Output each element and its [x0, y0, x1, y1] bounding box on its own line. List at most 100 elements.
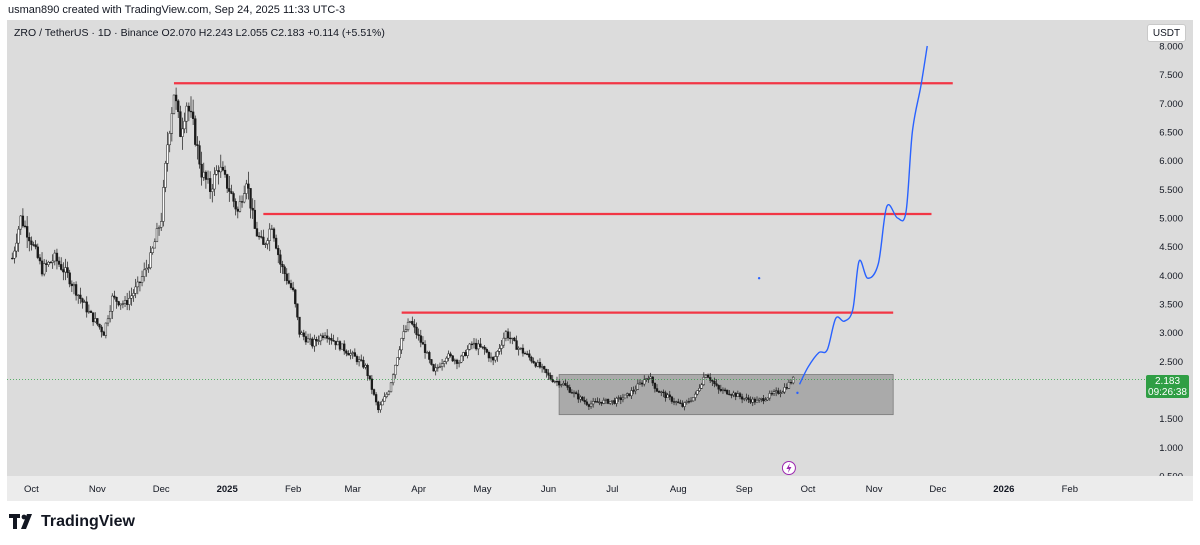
candle-body — [153, 241, 156, 249]
candle-body — [260, 236, 263, 238]
candle-body — [738, 393, 742, 398]
candle-body — [389, 382, 393, 393]
x-tick-label: May — [474, 484, 492, 495]
candle-body — [674, 401, 678, 403]
x-axis-strip — [7, 476, 1193, 501]
candle-body — [279, 254, 282, 265]
candle-body — [317, 340, 320, 342]
candle-body — [338, 341, 342, 350]
x-axis[interactable]: Oct Nov Dec 2025 Feb Mar Apr May Jun Jul Aug Sep Oct… — [7, 476, 1193, 501]
candle-body — [426, 352, 429, 354]
chart-area[interactable]: 8.000 7.500 7.000 6.500 6.000 5.500 5.000 4.500… — [7, 20, 1193, 501]
candle-body — [577, 393, 580, 400]
candle-body — [528, 353, 531, 358]
candle-body — [570, 392, 574, 394]
candle-body — [302, 332, 305, 337]
x-tick-label: Feb — [285, 484, 301, 495]
price-chart[interactable]: 8.000 7.500 7.000 6.500 6.000 5.500 5.000 4.500… — [7, 20, 1193, 501]
candle-body — [230, 191, 233, 194]
candle-body — [464, 352, 467, 356]
candle-body — [226, 174, 229, 189]
y-tick-label: 2.500 — [1159, 357, 1183, 368]
flash-icon — [781, 461, 796, 475]
candle-body — [111, 295, 114, 312]
candle-body — [211, 188, 214, 192]
candle-body — [104, 322, 108, 336]
candle-body — [355, 356, 359, 363]
candle-body — [740, 396, 744, 400]
y-tick-label: 5.500 — [1159, 185, 1183, 196]
candle-body — [485, 349, 488, 353]
candle-body — [521, 347, 525, 354]
candle-body — [398, 349, 401, 359]
candle-body — [421, 342, 425, 345]
candle-body — [417, 334, 420, 336]
candle-body — [672, 401, 676, 403]
candle-body — [91, 312, 95, 323]
y-tick-label: 7.500 — [1159, 70, 1183, 81]
candle-body — [170, 113, 173, 134]
candle-body — [200, 163, 203, 178]
candle-body — [113, 295, 116, 298]
candle-body — [15, 242, 18, 252]
candle-body — [223, 169, 227, 175]
candle-body — [632, 390, 635, 392]
candle-body — [26, 226, 29, 238]
candle-body — [785, 387, 788, 389]
x-tick-label: Sep — [736, 484, 753, 495]
candle-body — [568, 387, 571, 393]
candle-body — [134, 286, 137, 294]
range-box-layer — [558, 374, 894, 416]
bar-countdown: 09:26:38 — [1148, 387, 1187, 398]
candle-body — [551, 379, 554, 382]
candle-body — [351, 352, 354, 354]
candle-body — [255, 228, 259, 237]
candle-body — [202, 171, 205, 178]
candle-body — [309, 338, 312, 340]
candle-body — [447, 353, 450, 359]
candle-body — [572, 392, 576, 394]
candle-body — [123, 300, 127, 304]
candle-body — [319, 335, 322, 342]
candle-body — [74, 284, 78, 296]
candle-body — [21, 215, 25, 227]
candle-body — [126, 300, 129, 305]
candle-body — [423, 344, 427, 353]
candle-body — [647, 378, 650, 380]
candle-body — [81, 298, 84, 303]
candle-body — [391, 374, 395, 384]
y-tick-label: 3.500 — [1159, 300, 1183, 311]
candle-body — [268, 228, 271, 241]
candle-body — [138, 281, 142, 284]
candle-body — [60, 264, 63, 270]
candle-body — [792, 376, 795, 384]
candle-body — [196, 144, 199, 146]
brand-name: TradingView — [41, 513, 135, 530]
candle-body — [513, 337, 516, 341]
candle-body — [696, 390, 699, 395]
candle-body — [683, 402, 686, 407]
candle-body — [387, 391, 391, 395]
candle-body — [487, 352, 491, 359]
candle-body — [734, 392, 737, 397]
candle-body — [53, 252, 56, 262]
tradingview-logo[interactable]: TradingView — [9, 513, 135, 531]
candle-body — [615, 398, 618, 404]
candle-body — [409, 321, 412, 323]
candle-body — [562, 383, 565, 385]
candle-body — [557, 381, 561, 386]
currency-button[interactable]: USDT — [1147, 24, 1186, 42]
candle-body — [775, 390, 778, 392]
y-axis[interactable]: 8.000 7.500 7.000 6.500 6.000 5.500 5.000 4.500… — [1159, 42, 1183, 483]
candle-body — [677, 401, 680, 404]
candle-body — [72, 284, 76, 287]
candle-body — [451, 355, 454, 362]
candle-body — [547, 372, 550, 376]
candle-body — [781, 391, 784, 394]
candle-body — [617, 397, 620, 399]
candle-body — [166, 144, 169, 164]
candle-body — [283, 266, 286, 275]
candle-body — [415, 326, 418, 335]
candle-body — [215, 170, 218, 175]
y-tick-label: 6.500 — [1159, 128, 1183, 139]
